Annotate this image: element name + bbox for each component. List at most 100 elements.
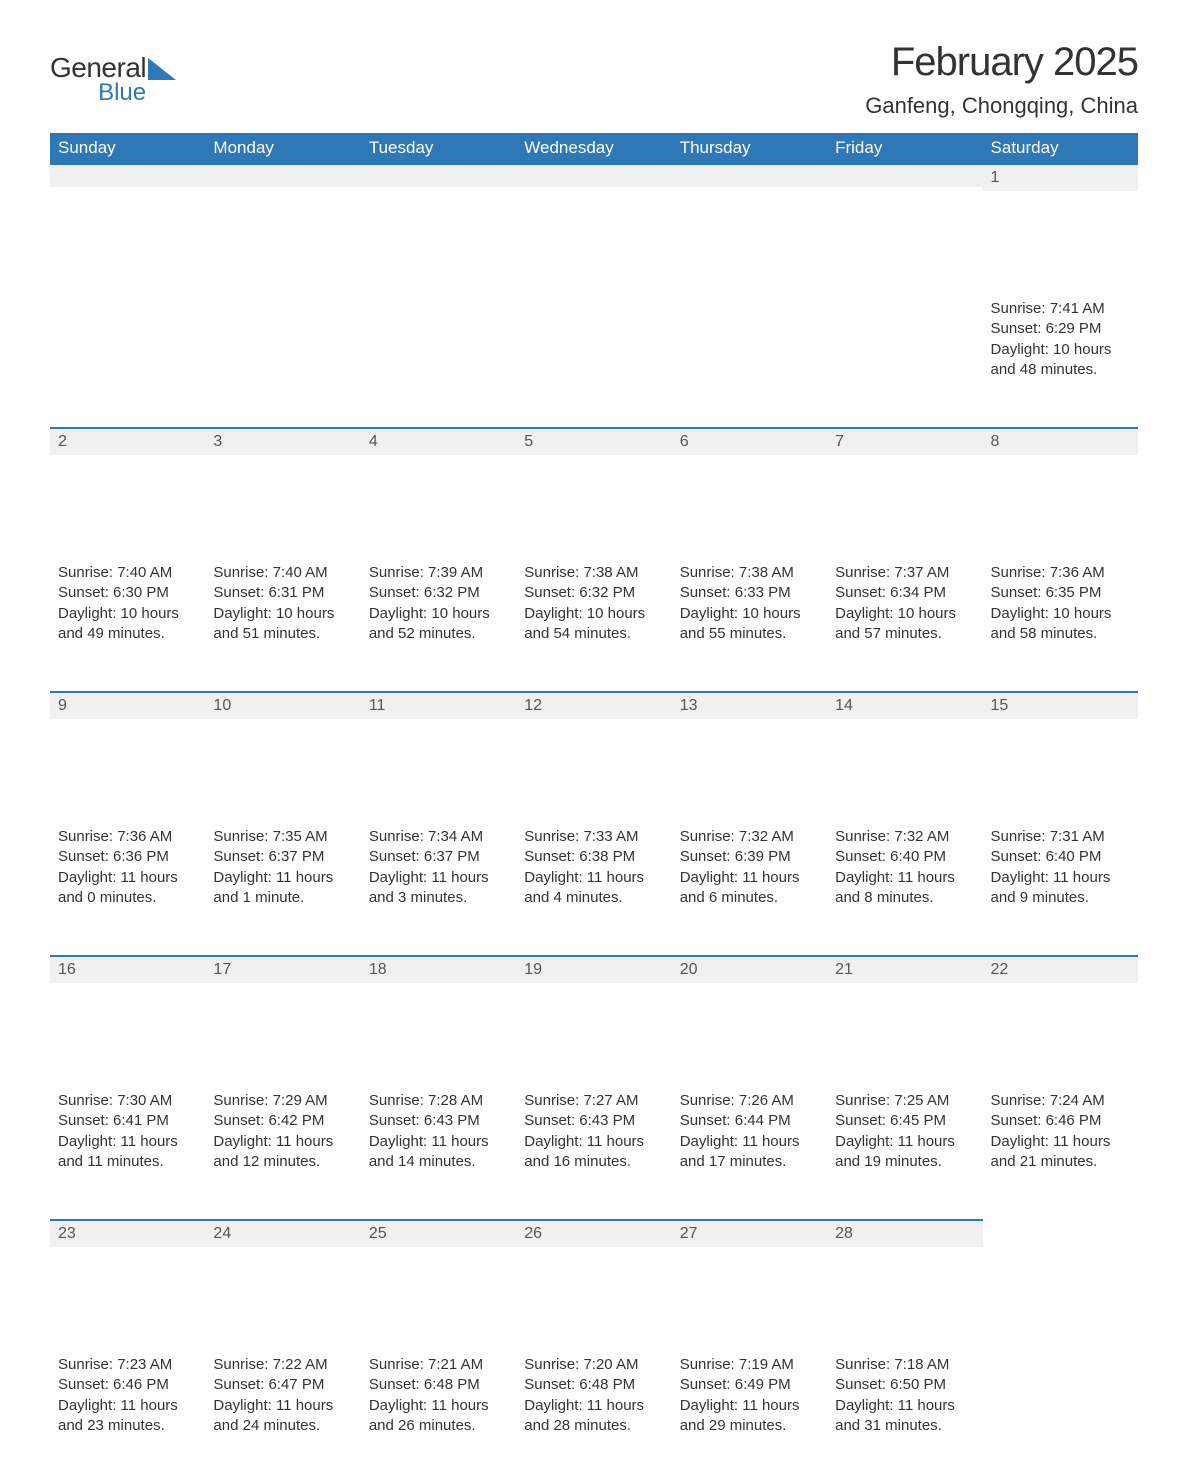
sunrise-line: Sunrise: 7:32 AM xyxy=(680,827,819,847)
day-number: 6 xyxy=(672,427,827,455)
week-data-row: Sunrise: 7:36 AMSunset: 6:36 PMDaylight:… xyxy=(50,823,1138,955)
day-number: 11 xyxy=(361,691,516,719)
day-cell-header: 22 xyxy=(983,955,1138,1087)
sunrise-line: Sunrise: 7:41 AM xyxy=(991,299,1130,319)
day-number: 27 xyxy=(672,1219,827,1247)
daylight-line: Daylight: 10 hours and 51 minutes. xyxy=(213,604,352,645)
sunrise-line: Sunrise: 7:37 AM xyxy=(835,563,974,583)
day-cell xyxy=(205,295,360,427)
day-cell-header: 21 xyxy=(827,955,982,1087)
sunrise-line: Sunrise: 7:33 AM xyxy=(524,827,663,847)
day-data: Sunrise: 7:18 AMSunset: 6:50 PMDaylight:… xyxy=(827,1351,982,1448)
day-cell-header: 13 xyxy=(672,691,827,823)
day-number: 4 xyxy=(361,427,516,455)
day-number: 25 xyxy=(361,1219,516,1247)
day-data: Sunrise: 7:38 AMSunset: 6:32 PMDaylight:… xyxy=(516,559,671,656)
daylight-line: Daylight: 11 hours and 28 minutes. xyxy=(524,1396,663,1437)
sunrise-line: Sunrise: 7:31 AM xyxy=(991,827,1130,847)
day-data: Sunrise: 7:41 AMSunset: 6:29 PMDaylight:… xyxy=(983,295,1138,392)
day-number: 13 xyxy=(672,691,827,719)
weekday-header: Wednesday xyxy=(516,133,671,163)
day-cell-header: 3 xyxy=(205,427,360,559)
day-data: Sunrise: 7:27 AMSunset: 6:43 PMDaylight:… xyxy=(516,1087,671,1184)
day-cell: Sunrise: 7:31 AMSunset: 6:40 PMDaylight:… xyxy=(983,823,1138,955)
week-daynum-row: 1 xyxy=(50,163,1138,295)
day-number: 24 xyxy=(205,1219,360,1247)
day-cell: Sunrise: 7:37 AMSunset: 6:34 PMDaylight:… xyxy=(827,559,982,691)
daylight-line: Daylight: 10 hours and 48 minutes. xyxy=(991,340,1130,381)
sunset-line: Sunset: 6:29 PM xyxy=(991,319,1130,339)
sunrise-line: Sunrise: 7:19 AM xyxy=(680,1355,819,1375)
day-number: 23 xyxy=(50,1219,205,1247)
sunset-line: Sunset: 6:39 PM xyxy=(680,847,819,867)
calendar-body: 1Sunrise: 7:41 AMSunset: 6:29 PMDaylight… xyxy=(50,163,1138,1483)
day-data: Sunrise: 7:29 AMSunset: 6:42 PMDaylight:… xyxy=(205,1087,360,1184)
sunrise-line: Sunrise: 7:36 AM xyxy=(991,563,1130,583)
day-data: Sunrise: 7:32 AMSunset: 6:39 PMDaylight:… xyxy=(672,823,827,920)
day-cell-header xyxy=(983,1219,1138,1351)
day-cell: Sunrise: 7:38 AMSunset: 6:32 PMDaylight:… xyxy=(516,559,671,691)
day-cell-header: 10 xyxy=(205,691,360,823)
day-data: Sunrise: 7:24 AMSunset: 6:46 PMDaylight:… xyxy=(983,1087,1138,1184)
day-data: Sunrise: 7:28 AMSunset: 6:43 PMDaylight:… xyxy=(361,1087,516,1184)
daylight-line: Daylight: 11 hours and 14 minutes. xyxy=(369,1132,508,1173)
day-cell-header: 15 xyxy=(983,691,1138,823)
day-data: Sunrise: 7:39 AMSunset: 6:32 PMDaylight:… xyxy=(361,559,516,656)
day-number: 14 xyxy=(827,691,982,719)
day-cell: Sunrise: 7:23 AMSunset: 6:46 PMDaylight:… xyxy=(50,1351,205,1483)
daylight-line: Daylight: 11 hours and 16 minutes. xyxy=(524,1132,663,1173)
day-number: 10 xyxy=(205,691,360,719)
day-cell-header: 1 xyxy=(983,163,1138,295)
day-number: 22 xyxy=(983,955,1138,983)
brand-text: General Blue xyxy=(50,54,146,104)
daylight-line: Daylight: 10 hours and 49 minutes. xyxy=(58,604,197,645)
week-daynum-row: 9101112131415 xyxy=(50,691,1138,823)
day-cell-header: 9 xyxy=(50,691,205,823)
day-data: Sunrise: 7:30 AMSunset: 6:41 PMDaylight:… xyxy=(50,1087,205,1184)
daylight-line: Daylight: 11 hours and 0 minutes. xyxy=(58,868,197,909)
day-data: Sunrise: 7:33 AMSunset: 6:38 PMDaylight:… xyxy=(516,823,671,920)
sunrise-line: Sunrise: 7:27 AM xyxy=(524,1091,663,1111)
sunrise-line: Sunrise: 7:32 AM xyxy=(835,827,974,847)
sunset-line: Sunset: 6:32 PM xyxy=(524,583,663,603)
day-number: 7 xyxy=(827,427,982,455)
day-data: Sunrise: 7:35 AMSunset: 6:37 PMDaylight:… xyxy=(205,823,360,920)
week-data-row: Sunrise: 7:40 AMSunset: 6:30 PMDaylight:… xyxy=(50,559,1138,691)
sunset-line: Sunset: 6:42 PM xyxy=(213,1111,352,1131)
daylight-line: Daylight: 11 hours and 6 minutes. xyxy=(680,868,819,909)
day-cell-header xyxy=(516,163,671,295)
title-block: February 2025 Ganfeng, Chongqing, China xyxy=(865,40,1138,119)
day-number: 12 xyxy=(516,691,671,719)
sunrise-line: Sunrise: 7:34 AM xyxy=(369,827,508,847)
daylight-line: Daylight: 10 hours and 58 minutes. xyxy=(991,604,1130,645)
day-number: 3 xyxy=(205,427,360,455)
sunset-line: Sunset: 6:50 PM xyxy=(835,1375,974,1395)
daylight-line: Daylight: 10 hours and 52 minutes. xyxy=(369,604,508,645)
day-number: 9 xyxy=(50,691,205,719)
sunrise-line: Sunrise: 7:30 AM xyxy=(58,1091,197,1111)
daylight-line: Daylight: 11 hours and 21 minutes. xyxy=(991,1132,1130,1173)
location-subtitle: Ganfeng, Chongqing, China xyxy=(865,93,1138,119)
daylight-line: Daylight: 11 hours and 11 minutes. xyxy=(58,1132,197,1173)
day-data: Sunrise: 7:36 AMSunset: 6:35 PMDaylight:… xyxy=(983,559,1138,656)
day-cell-header xyxy=(50,163,205,295)
day-data: Sunrise: 7:38 AMSunset: 6:33 PMDaylight:… xyxy=(672,559,827,656)
day-cell-header: 11 xyxy=(361,691,516,823)
sunrise-line: Sunrise: 7:23 AM xyxy=(58,1355,197,1375)
day-number: 5 xyxy=(516,427,671,455)
sunset-line: Sunset: 6:43 PM xyxy=(524,1111,663,1131)
day-cell xyxy=(983,1351,1138,1483)
day-number: 21 xyxy=(827,955,982,983)
sunset-line: Sunset: 6:41 PM xyxy=(58,1111,197,1131)
day-number: 1 xyxy=(983,163,1138,191)
day-cell-header: 5 xyxy=(516,427,671,559)
day-data: Sunrise: 7:26 AMSunset: 6:44 PMDaylight:… xyxy=(672,1087,827,1184)
sunset-line: Sunset: 6:33 PM xyxy=(680,583,819,603)
day-cell: Sunrise: 7:24 AMSunset: 6:46 PMDaylight:… xyxy=(983,1087,1138,1219)
day-number: 28 xyxy=(827,1219,982,1247)
day-number: 20 xyxy=(672,955,827,983)
sunrise-line: Sunrise: 7:20 AM xyxy=(524,1355,663,1375)
day-cell: Sunrise: 7:32 AMSunset: 6:39 PMDaylight:… xyxy=(672,823,827,955)
day-cell: Sunrise: 7:40 AMSunset: 6:30 PMDaylight:… xyxy=(50,559,205,691)
header: General Blue February 2025 Ganfeng, Chon… xyxy=(50,40,1138,119)
